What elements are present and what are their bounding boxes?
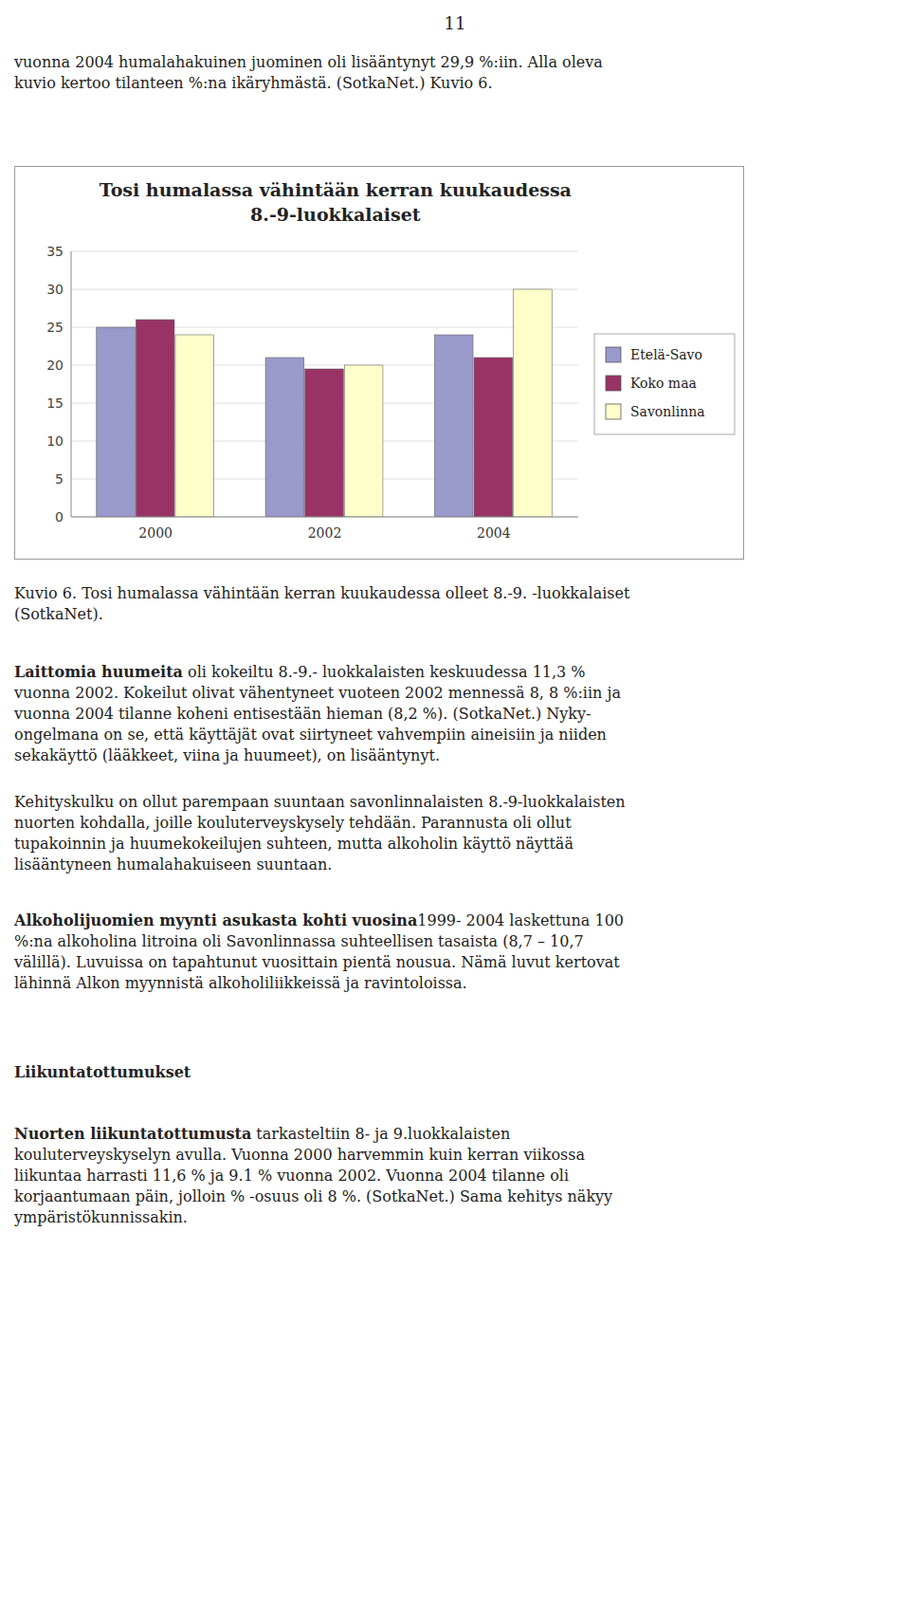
legend-box — [594, 333, 735, 435]
legend: Etelä-Savo Koko maa Savonlinna — [594, 333, 735, 435]
paragraph: Alkoholijuomien myynti asukasta kohti vu… — [14, 910, 624, 994]
paragraph: Kehityskulku on ollut parempaan suuntaan… — [14, 791, 626, 875]
paragraph-lead: Nuorten liikuntatottumusta — [14, 1124, 252, 1143]
chart-subtitle: 8.-9-luokkalaiset — [250, 203, 421, 225]
legend-swatch — [605, 346, 621, 363]
legend-label: Etelä-Savo — [630, 346, 703, 363]
heading-text: Liikuntatottumukset — [14, 1062, 191, 1081]
bar — [175, 334, 215, 517]
x-axis-line — [71, 516, 579, 518]
intro-text: vuonna 2004 humalahakuinen juominen oli … — [14, 52, 603, 94]
chart-border — [15, 166, 745, 560]
y-tick-label: 15 — [46, 395, 64, 411]
legend-label: Savonlinna — [630, 403, 706, 419]
y-tick-label: 30 — [46, 281, 64, 297]
y-tick-label: 20 — [46, 357, 64, 373]
legend-swatch — [605, 403, 621, 419]
paragraph-lead: Laittomia huumeita — [14, 662, 183, 681]
page-number: 11 — [0, 13, 910, 34]
y-axis: 0 5 10 15 20 25 30 35 — [46, 243, 579, 525]
grid-line — [71, 251, 579, 253]
y-tick-label: 35 — [46, 243, 64, 259]
y-axis-line — [71, 251, 73, 517]
paragraph-text: Kehityskulku on ollut parempaan suuntaan… — [14, 792, 626, 874]
caption-text: Kuvio 6. Tosi humalassa vähintään kerran… — [14, 583, 630, 623]
chart-title: Tosi humalassa vähintään kerran kuukaude… — [99, 179, 572, 201]
grid-line — [71, 289, 579, 291]
legend-swatch — [605, 375, 621, 391]
y-tick-label: 10 — [46, 433, 64, 449]
bar — [96, 327, 136, 517]
bars — [96, 289, 553, 517]
y-tick-label: 0 — [54, 509, 64, 525]
paragraph: Nuorten liikuntatottumusta tarkasteltiin… — [14, 1123, 613, 1228]
chart: Tosi humalassa vähintään kerran kuukaude… — [14, 165, 745, 560]
caption: Kuvio 6. Tosi humalassa vähintään kerran… — [14, 582, 630, 625]
x-tick-label: 2002 — [308, 525, 343, 541]
bar — [305, 368, 345, 517]
intro: vuonna 2004 humalahakuinen juominen oli … — [14, 53, 603, 92]
x-axis: 2000 2002 2004 — [138, 525, 510, 541]
y-tick-label: 25 — [46, 319, 64, 335]
bar — [473, 357, 513, 517]
paragraph: Laittomia huumeita oli kokeiltu 8.-9.- l… — [14, 661, 621, 766]
grid-line — [71, 516, 579, 518]
bar — [265, 357, 305, 517]
bar — [344, 364, 383, 517]
paragraph-lead: Alkoholijuomien myynti asukasta kohti vu… — [14, 910, 418, 929]
heading: Liikuntatottumukset — [14, 1061, 191, 1083]
x-tick-label: 2004 — [476, 525, 511, 541]
y-tick-label: 5 — [54, 471, 64, 487]
bar — [135, 319, 175, 517]
x-tick-label: 2000 — [138, 525, 173, 541]
bar — [513, 289, 553, 517]
legend-label: Koko maa — [630, 375, 697, 391]
bar — [434, 334, 474, 517]
